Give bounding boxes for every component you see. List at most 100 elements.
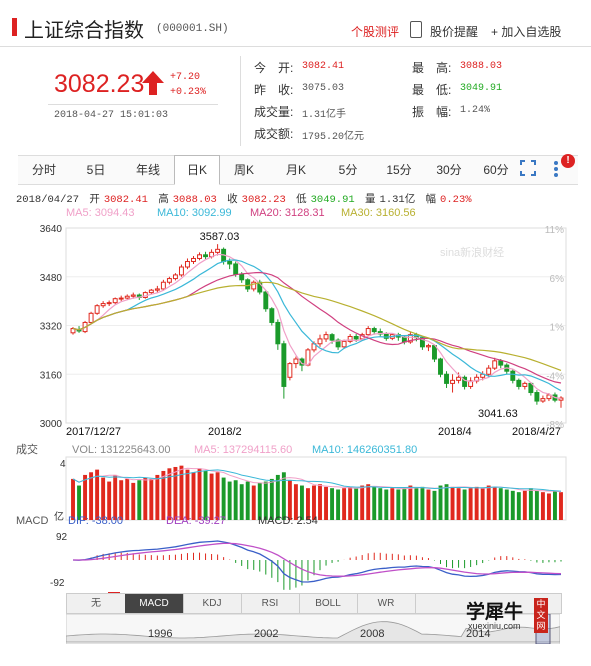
price-alert-link[interactable]: 股价提醒 [430, 25, 479, 39]
tab-4[interactable]: 周K [233, 163, 254, 177]
page-title: 上证综合指数 [24, 20, 144, 42]
candle-body [444, 373, 449, 384]
stat-label: 成交量: [254, 105, 294, 119]
overview-series [66, 621, 560, 643]
volume-bar [444, 484, 449, 520]
volume-bar [456, 488, 461, 520]
tab-1[interactable]: 5日 [86, 163, 106, 177]
volume-bar [161, 470, 166, 520]
volume-bar [468, 488, 473, 520]
candle-body [197, 254, 202, 259]
volume-ma10: MA10: 146260351.80 [312, 444, 417, 456]
tab-9[interactable]: 60分 [483, 163, 509, 177]
add-watchlist-link[interactable]: + 加入自选股 [491, 25, 562, 39]
volume-bar [330, 488, 335, 520]
volume-bar [143, 477, 148, 520]
x-tick-label: 2018/4 [438, 426, 472, 438]
candle-body [124, 295, 130, 299]
tab-7[interactable]: 15分 [386, 163, 412, 177]
stock-eval-link[interactable]: 个股测评 [351, 25, 400, 39]
more-menu-icon[interactable] [553, 160, 559, 178]
tab-0[interactable]: 分时 [31, 163, 56, 177]
volume-bar [233, 480, 238, 520]
volume-bar [191, 472, 196, 520]
candle-body [100, 303, 106, 307]
macd-top-tick: 92 [56, 532, 68, 543]
overview-navigator[interactable] [66, 614, 560, 644]
tab-3[interactable]: 日K [174, 155, 220, 185]
indicator-tab-0[interactable]: 无 [67, 594, 126, 613]
volume-bar [293, 484, 298, 520]
candle-body [383, 333, 389, 339]
indicator-tab-4[interactable]: BOLL [299, 594, 358, 613]
candle-body [492, 360, 498, 369]
indicator-tab-2[interactable]: KDJ [183, 594, 242, 613]
price-change: +7.20 +0.23% [170, 70, 206, 100]
period-tabs: 分时 5日 年线 日K 周K 月K 5分 15分 30分 60分 [18, 155, 578, 185]
indicator-tab-1[interactable]: MACD [125, 594, 184, 613]
volume-bar [559, 492, 563, 520]
macd-dif: DIF: -38.00 [68, 515, 123, 527]
candle-body [233, 263, 239, 275]
candle-body [522, 382, 528, 387]
overview-year: 1996 [148, 628, 173, 640]
watermark-text: sina新浪财经 [440, 245, 504, 259]
fullscreen-icon[interactable] [520, 160, 536, 176]
candle-body [118, 297, 124, 300]
candle-body [287, 363, 293, 378]
stat-value: 1.24% [460, 105, 491, 116]
tab-6[interactable]: 5分 [338, 163, 358, 177]
volume-bar [179, 465, 184, 520]
volume-bar [402, 488, 407, 520]
volume-bar [239, 484, 244, 520]
candle-body [516, 379, 522, 387]
candle-body [353, 335, 359, 340]
volume-bar [534, 490, 539, 520]
volume-bar [269, 478, 274, 520]
volume-bar [312, 485, 316, 520]
tab-8[interactable]: 30分 [436, 163, 462, 177]
candle-body [365, 328, 371, 336]
tab-5[interactable]: 月K [285, 163, 306, 177]
volume-bar [480, 488, 485, 520]
ma30-line [72, 281, 562, 371]
volume-bar [498, 488, 503, 520]
volume-bar [113, 474, 118, 520]
candle-body [215, 248, 221, 253]
candle-body [468, 380, 474, 387]
candle-body [94, 305, 100, 314]
tab-2[interactable]: 年线 [135, 163, 160, 177]
volume-bar [215, 472, 220, 520]
logo-url: xuexiniu.com [468, 621, 521, 631]
volume-bar [299, 485, 304, 520]
title-accent-bar [12, 18, 17, 36]
volume-bar [366, 484, 371, 520]
indicator-tab-5[interactable]: WR [357, 594, 416, 613]
x-tick-label: 2017/12/27 [66, 426, 121, 438]
min-annotation: 3041.63 [478, 408, 518, 420]
candle-body [106, 302, 112, 305]
kline-chart[interactable]: 3640 3480 3320 3160 3000 11% 6% 1% -4% -8% sina新浪财… [0, 220, 591, 590]
ohlc-close: 3082.23 [241, 194, 286, 206]
volume-bar [107, 481, 112, 520]
ohlc-high: 3088.03 [172, 194, 217, 206]
max-annotation: 3587.03 [200, 231, 240, 243]
volume-title: 成交 [16, 442, 38, 456]
candle-body [227, 261, 233, 265]
candle-body [462, 376, 468, 387]
volume-bar [510, 490, 515, 520]
stock-code: (000001.SH) [156, 23, 229, 35]
indicator-tab-3[interactable]: RSI [241, 594, 300, 613]
candle-body [281, 343, 287, 387]
candle-body [456, 376, 462, 381]
volume-ma10-line [72, 469, 562, 492]
candle-body [148, 289, 154, 294]
volume-bar [426, 489, 431, 520]
candle-body [425, 345, 431, 348]
pct-tick-label: 11% [545, 225, 564, 236]
volume-bar [420, 486, 425, 520]
ohlc-amp-label: 幅 [425, 194, 437, 206]
volume-bar [95, 469, 100, 520]
candle-body [160, 281, 166, 290]
